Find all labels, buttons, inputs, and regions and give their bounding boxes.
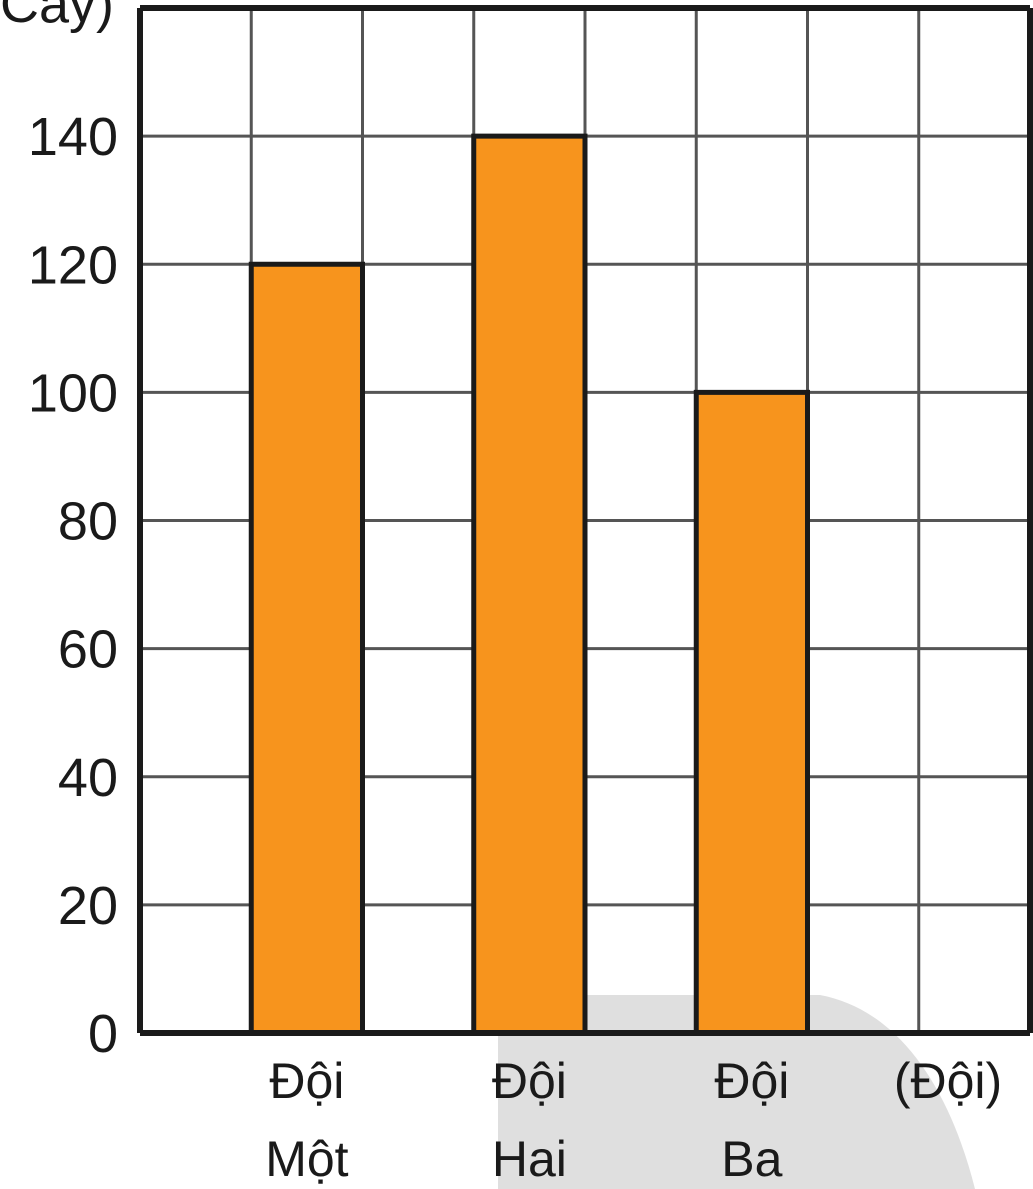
y-tick-label: 80 <box>58 492 118 552</box>
y-tick-label: 20 <box>58 876 118 936</box>
bar <box>693 389 810 1036</box>
x-category-label-line1: Đội <box>269 1053 344 1109</box>
watermark-shape <box>498 995 975 1189</box>
y-tick-label: 40 <box>58 748 118 808</box>
x-axis-label: (Đội) <box>894 1053 1002 1109</box>
y-tick-label: 120 <box>28 235 118 295</box>
axes-group <box>137 5 1033 1036</box>
bar <box>471 133 588 1036</box>
y-tick-label: 0 <box>88 1004 118 1064</box>
y-tick-label: 140 <box>28 107 118 167</box>
bar <box>248 261 365 1036</box>
y-tick-label: 60 <box>58 620 118 680</box>
bars-group <box>248 133 810 1036</box>
x-category-labels: Đội Một Đội Hai Đội Ba <box>265 1053 789 1187</box>
y-axis-label: (Cây) <box>0 0 114 34</box>
x-category-label-line1: Đội <box>492 1053 567 1109</box>
x-category-label-line2: Hai <box>492 1131 567 1187</box>
x-category-label-line2: Ba <box>721 1131 782 1187</box>
y-tick-labels: 0 20 40 60 80 100 120 140 <box>28 107 118 1064</box>
y-tick-label: 100 <box>28 363 118 423</box>
x-category-label-line2: Một <box>265 1131 348 1187</box>
x-category-label-line1: Đội <box>714 1053 789 1109</box>
